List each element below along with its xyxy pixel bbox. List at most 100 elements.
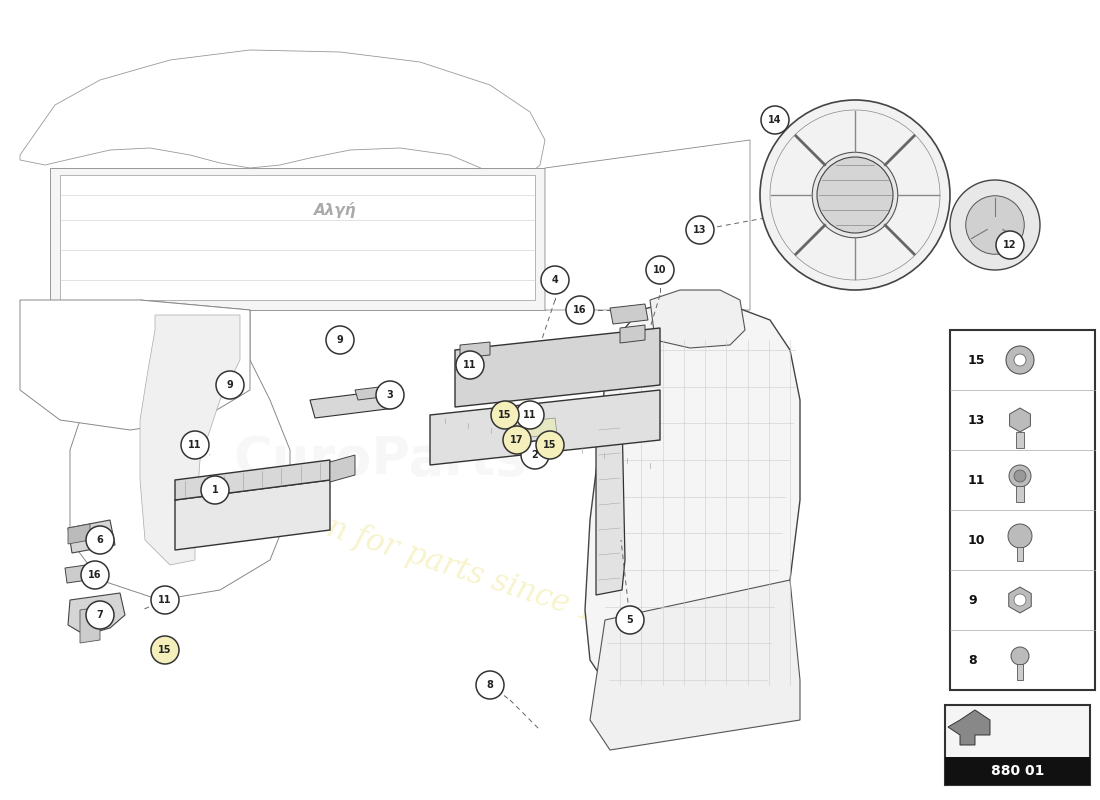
Text: a passion for parts since 1965: a passion for parts since 1965: [204, 474, 656, 646]
Polygon shape: [544, 140, 750, 310]
Circle shape: [86, 601, 114, 629]
Circle shape: [817, 157, 893, 233]
Polygon shape: [330, 455, 355, 482]
Circle shape: [1008, 524, 1032, 548]
Text: CuroParts: CuroParts: [233, 434, 527, 486]
Polygon shape: [1010, 408, 1031, 432]
Bar: [1018, 547, 1023, 561]
Circle shape: [966, 196, 1024, 254]
Polygon shape: [430, 390, 660, 465]
Circle shape: [216, 371, 244, 399]
Polygon shape: [585, 300, 800, 700]
Polygon shape: [620, 325, 645, 343]
Circle shape: [686, 216, 714, 244]
Text: 8: 8: [968, 654, 977, 666]
Text: 17: 17: [510, 435, 524, 445]
Text: 15: 15: [543, 440, 557, 450]
Text: 16: 16: [88, 570, 101, 580]
Text: Aλγή: Aλγή: [314, 202, 356, 218]
Text: 13: 13: [693, 225, 706, 235]
Polygon shape: [610, 304, 648, 324]
Text: 15: 15: [158, 645, 172, 655]
Circle shape: [201, 476, 229, 504]
Polygon shape: [596, 415, 625, 595]
Text: 12: 12: [1003, 240, 1016, 250]
Text: 880 01: 880 01: [991, 764, 1044, 778]
Polygon shape: [460, 342, 490, 358]
Polygon shape: [68, 524, 90, 544]
Circle shape: [812, 152, 898, 238]
Polygon shape: [50, 168, 544, 310]
Circle shape: [182, 431, 209, 459]
Text: 15: 15: [498, 410, 512, 420]
Bar: [1016, 486, 1024, 502]
Text: 1: 1: [211, 485, 219, 495]
Circle shape: [541, 266, 569, 294]
Bar: [945, 757, 1090, 785]
Bar: [945, 705, 1090, 785]
Text: 6: 6: [97, 535, 103, 545]
Polygon shape: [520, 418, 557, 438]
Text: 10: 10: [968, 534, 986, 546]
Circle shape: [566, 296, 594, 324]
Text: 15: 15: [968, 354, 986, 366]
Polygon shape: [65, 563, 102, 583]
Polygon shape: [20, 50, 544, 178]
Bar: [1016, 432, 1024, 448]
Circle shape: [616, 606, 644, 634]
Circle shape: [1011, 647, 1028, 665]
Polygon shape: [310, 390, 395, 418]
Circle shape: [81, 561, 109, 589]
Polygon shape: [175, 480, 330, 550]
Circle shape: [521, 441, 549, 469]
Circle shape: [491, 401, 519, 429]
Text: 3: 3: [386, 390, 394, 400]
Polygon shape: [60, 175, 535, 300]
Circle shape: [761, 106, 789, 134]
Polygon shape: [355, 385, 398, 400]
Polygon shape: [140, 315, 240, 565]
Circle shape: [1014, 354, 1026, 366]
Circle shape: [536, 431, 564, 459]
Polygon shape: [80, 607, 100, 643]
Text: 14: 14: [768, 115, 782, 125]
Polygon shape: [20, 300, 250, 430]
Circle shape: [646, 256, 674, 284]
Text: 9: 9: [227, 380, 233, 390]
Bar: [950, 330, 1094, 690]
Polygon shape: [455, 328, 660, 407]
Text: 5: 5: [627, 615, 634, 625]
Text: 8: 8: [486, 680, 494, 690]
Text: 9: 9: [337, 335, 343, 345]
Polygon shape: [650, 290, 745, 348]
Circle shape: [151, 636, 179, 664]
Circle shape: [1006, 346, 1034, 374]
Circle shape: [1009, 465, 1031, 487]
Text: 13: 13: [968, 414, 986, 426]
Circle shape: [86, 526, 114, 554]
Circle shape: [326, 326, 354, 354]
Circle shape: [151, 586, 179, 614]
Text: 11: 11: [188, 440, 201, 450]
Text: 16: 16: [573, 305, 586, 315]
Polygon shape: [68, 520, 116, 553]
Text: 11: 11: [524, 410, 537, 420]
Text: 11: 11: [968, 474, 986, 486]
Circle shape: [376, 381, 404, 409]
Text: 11: 11: [463, 360, 476, 370]
Text: 11: 11: [158, 595, 172, 605]
Text: 9: 9: [968, 594, 977, 606]
Polygon shape: [70, 300, 290, 600]
Circle shape: [950, 180, 1040, 270]
Text: 10: 10: [653, 265, 667, 275]
Circle shape: [456, 351, 484, 379]
Polygon shape: [68, 593, 125, 635]
Circle shape: [770, 110, 940, 280]
Circle shape: [1014, 470, 1026, 482]
Circle shape: [516, 401, 544, 429]
Circle shape: [996, 231, 1024, 259]
Text: 2: 2: [531, 450, 538, 460]
Circle shape: [503, 426, 531, 454]
Polygon shape: [1009, 587, 1032, 613]
Polygon shape: [590, 580, 800, 750]
